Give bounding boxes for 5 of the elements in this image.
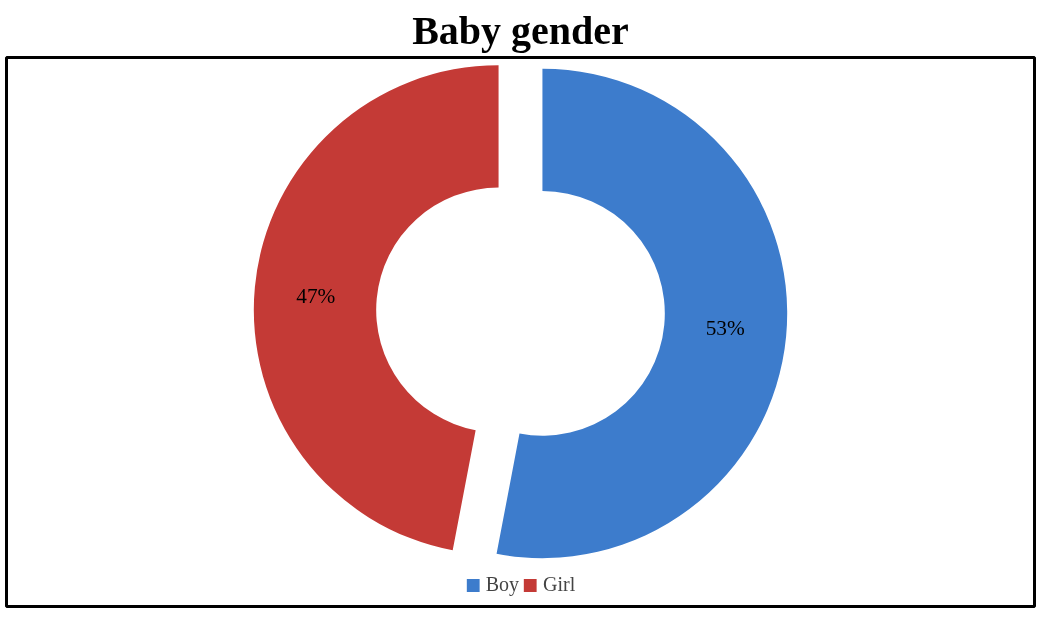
- chart-title: Baby gender: [412, 7, 629, 53]
- data-label: 47%: [296, 283, 336, 308]
- data-label: 53%: [705, 315, 745, 340]
- legend-label: Boy: [485, 573, 520, 596]
- legend-label: Girl: [543, 573, 576, 596]
